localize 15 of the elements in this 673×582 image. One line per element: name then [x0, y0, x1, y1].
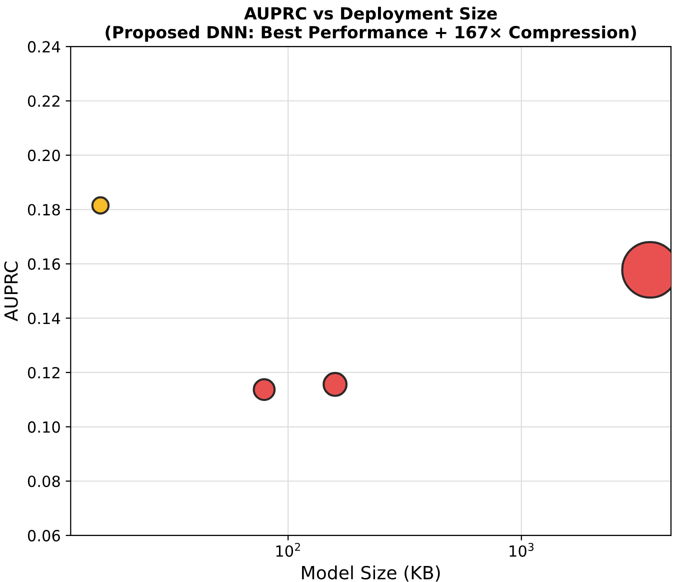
chart-title: AUPRC vs Deployment Size (Proposed DNN: Best Performance + 167× Compression) — [106, 6, 636, 42]
x-axis-title: Model Size (KB) — [302, 566, 440, 582]
y-tick-label: 0.16 — [28, 258, 60, 270]
y-tick-label: 0.12 — [28, 366, 60, 378]
y-axis-title: AUPRC — [4, 262, 18, 322]
y-tick-label: 0.18 — [28, 204, 60, 216]
x-tick-label: 10$^{3}$ — [510, 542, 534, 557]
y-tick-label: 0.06 — [28, 530, 60, 542]
y-tick-label: 0.24 — [28, 41, 60, 53]
y-tick-label: 0.08 — [28, 476, 60, 488]
y-tick-label: 0.22 — [28, 95, 60, 107]
y-tick-label: 0.14 — [28, 312, 60, 324]
x-tick-label: 10$^{2}$ — [276, 542, 300, 557]
y-tick-label: 0.10 — [28, 421, 60, 433]
y-tick-label: 0.20 — [28, 150, 60, 162]
